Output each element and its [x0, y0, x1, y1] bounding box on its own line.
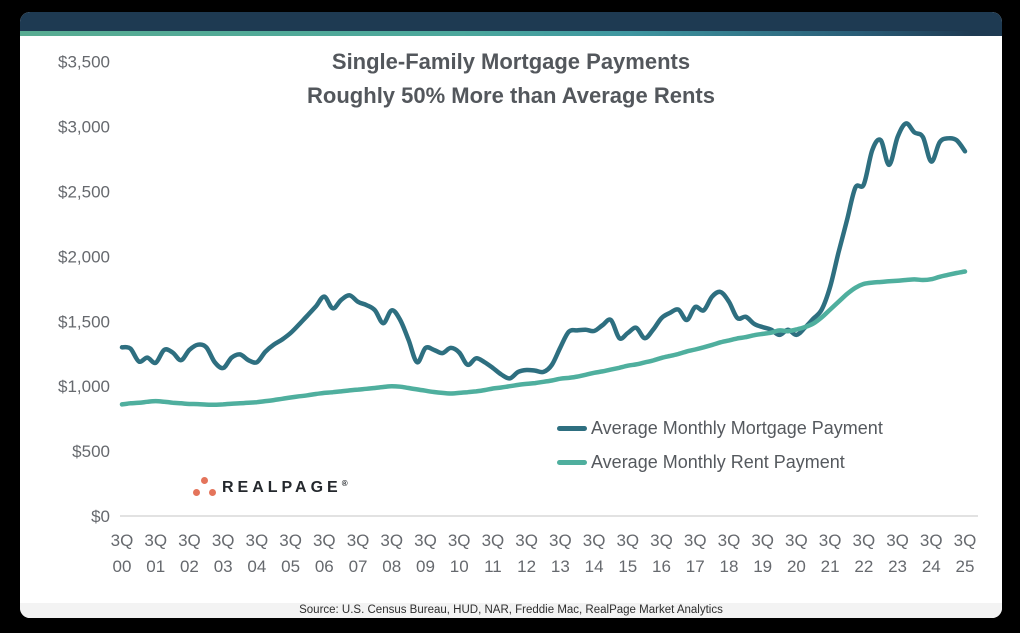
- x-axis-label: 3Q 20: [785, 531, 808, 576]
- realpage-logo: REALPAGE®: [190, 473, 348, 503]
- x-axis-label: 3Q 07: [347, 531, 370, 576]
- registered-mark: ®: [341, 479, 348, 488]
- x-axis-label: 3Q 00: [111, 531, 134, 576]
- x-axis-label: 3Q 09: [414, 531, 437, 576]
- x-axis-label: 3Q 05: [279, 531, 302, 576]
- x-axis-label: 3Q 14: [583, 531, 606, 576]
- header-accent-stripe: [20, 31, 1002, 36]
- y-axis-label: $500: [72, 442, 110, 461]
- x-axis-label: 3Q 16: [650, 531, 673, 576]
- y-axis-label: $3,500: [58, 53, 110, 72]
- logo-dot: [209, 489, 216, 496]
- x-axis-label: 3Q 23: [886, 531, 909, 576]
- x-axis-label: 3Q 11: [482, 531, 505, 576]
- chart-title-line1: Single-Family Mortgage Payments: [331, 49, 691, 74]
- rent-line-swatch: [557, 459, 587, 465]
- mortgage-line: [119, 121, 968, 381]
- legend-item-mortgage: Average Monthly Mortgage Payment: [557, 417, 883, 439]
- x-axis-label: 3Q 19: [751, 531, 774, 576]
- chart-card: $0 $500 $1,000 $1,500 $2,000 $2,500 $3,000 $3,5…: [20, 12, 1002, 618]
- rent-line: [119, 269, 968, 408]
- header-bar: [20, 12, 1002, 31]
- realpage-logo-mark: [190, 475, 216, 501]
- x-axis-label: 3Q 10: [448, 531, 471, 576]
- x-axis-label: 3Q 01: [144, 531, 167, 576]
- x-axis-label: 3Q 21: [819, 531, 842, 576]
- logo-dot: [201, 477, 208, 484]
- x-axis-label: 3Q 24: [920, 531, 943, 576]
- x-axis-label: 3Q 13: [549, 531, 572, 576]
- x-axis-label: 3Q 03: [212, 531, 235, 576]
- legend-item-rent: Average Monthly Rent Payment: [557, 451, 883, 473]
- x-axis-label: 3Q 22: [852, 531, 875, 576]
- y-axis-label: $1,500: [58, 312, 110, 331]
- y-axis-label: $3,000: [58, 118, 110, 137]
- legend-label-mortgage: Average Monthly Mortgage Payment: [591, 417, 883, 438]
- legend-label-rent: Average Monthly Rent Payment: [591, 451, 845, 472]
- mortgage-line-swatch: [557, 425, 587, 431]
- chart-title-line2: Roughly 50% More than Average Rents: [307, 83, 715, 108]
- y-axis-label: $0: [91, 507, 110, 526]
- realpage-logo-text: REALPAGE®: [222, 479, 348, 496]
- x-axis-label: 3Q 06: [313, 531, 336, 576]
- x-axis-label: 3Q 08: [380, 531, 403, 576]
- y-axis-label: $2,500: [58, 183, 110, 202]
- x-axis-label: 3Q 25: [954, 531, 977, 576]
- source-text: Source: U.S. Census Bureau, HUD, NAR, Fr…: [299, 604, 723, 616]
- y-axis-label: $2,000: [58, 247, 110, 266]
- x-axis-label: 3Q 12: [515, 531, 538, 576]
- x-axis-label: 3Q 04: [246, 531, 269, 576]
- x-axis-label: 3Q 02: [178, 531, 201, 576]
- source-bar: Source: U.S. Census Bureau, HUD, NAR, Fr…: [20, 603, 1002, 618]
- x-axis-label: 3Q 17: [684, 531, 707, 576]
- chart-legend: Average Monthly Mortgage Payment Average…: [557, 417, 883, 473]
- x-axis-label: 3Q 15: [616, 531, 639, 576]
- logo-dot: [193, 489, 200, 496]
- y-axis-label: $1,000: [58, 377, 110, 396]
- chart-title: Single-Family Mortgage Payments Roughly …: [20, 45, 1002, 113]
- x-axis-label: 3Q 18: [718, 531, 741, 576]
- payment-trend-chart: $0 $500 $1,000 $1,500 $2,000 $2,500 $3,000 $3,5…: [58, 53, 978, 576]
